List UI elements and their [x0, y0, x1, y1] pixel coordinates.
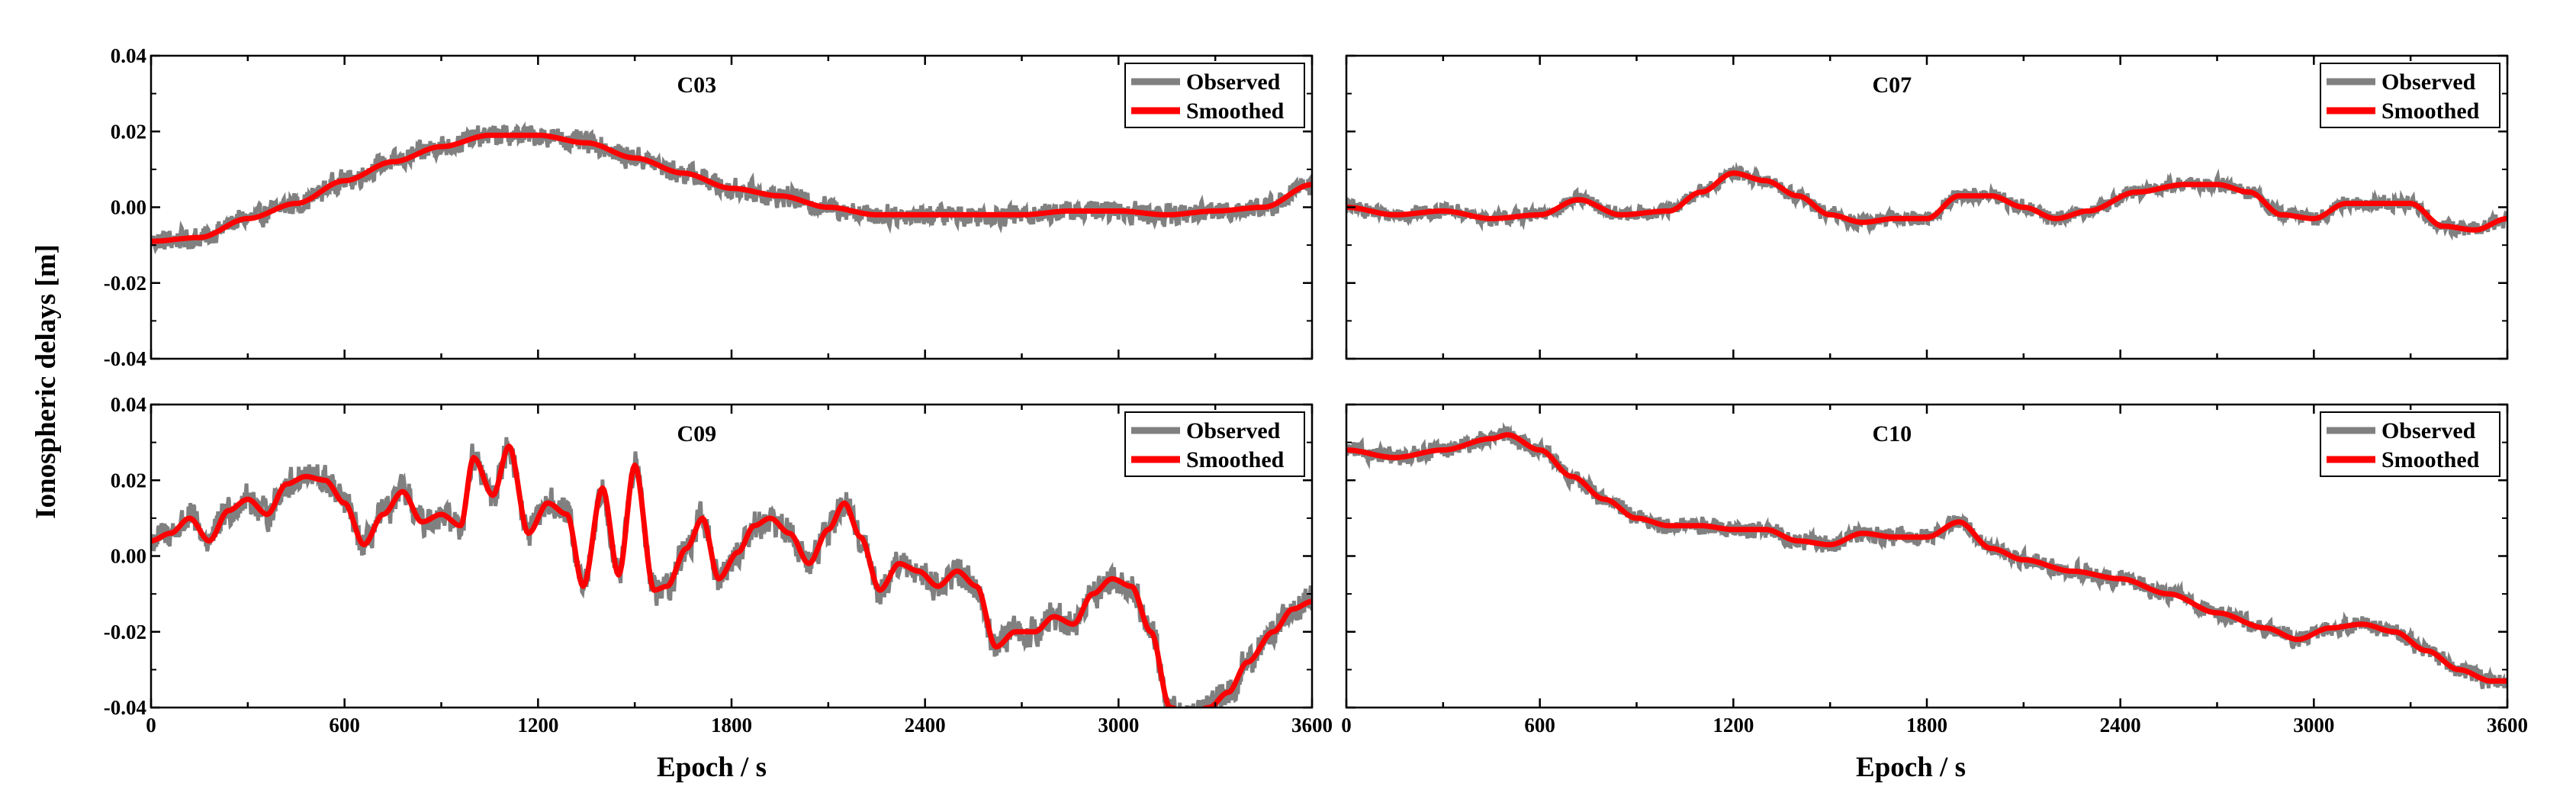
legend-box — [1124, 411, 1305, 477]
y-tick-label: 0.02 — [111, 469, 146, 492]
panel-c03: 0.04 0.02 0.00 -0.02 -0.04 C03 Observed Smoothe… — [104, 44, 1314, 370]
y-tick-label: -0.04 — [104, 347, 146, 370]
y-tick-label: 0.02 — [111, 120, 146, 143]
series-observed-c03 — [151, 121, 1312, 255]
x-tick-label: 0 — [146, 714, 156, 737]
x-tick-label: 3000 — [2293, 714, 2334, 737]
x-tick-label: 1800 — [1906, 714, 1947, 737]
x-axis-title-right: Epoch / s — [1856, 752, 1966, 783]
panel-title: C03 — [677, 73, 717, 98]
legend-box — [1124, 63, 1305, 128]
legend-label-observed: Observed — [1186, 69, 1281, 95]
panel-c10: 0 600 1200 1800 2400 3000 3600 C10 Observed Smoot… — [1341, 403, 2528, 737]
x-tick-label: 3600 — [1291, 714, 1333, 737]
panel-c09: 0.04 0.02 0.00 -0.02 -0.040 600 1200 1800 2400 30… — [104, 393, 1333, 737]
legend-label-observed: Observed — [2381, 69, 2476, 95]
x-axis-title-left: Epoch / s — [657, 752, 767, 783]
series-observed-c07 — [1346, 161, 2507, 241]
x-tick-label: 600 — [1524, 714, 1555, 737]
legend-box — [2320, 63, 2500, 128]
y-tick-label: 0.00 — [111, 545, 146, 568]
legend-label-smoothed: Smoothed — [2381, 98, 2480, 124]
x-tick-label: 600 — [329, 714, 360, 737]
x-tick-label: 1800 — [711, 714, 752, 737]
panel-c07: C07 Observed Smoothed — [1345, 54, 2509, 360]
panel-title: C09 — [677, 421, 717, 447]
series-smoothed-c09 — [151, 443, 1312, 708]
legend-box — [2320, 411, 2500, 477]
y-tick-label: 0.04 — [111, 393, 146, 416]
y-tick-label: -0.02 — [104, 621, 146, 643]
x-tick-label: 1200 — [1713, 714, 1754, 737]
x-tick-label: 2400 — [905, 714, 946, 737]
y-tick-label: -0.02 — [104, 272, 146, 295]
panel-title: C10 — [1873, 421, 1912, 447]
legend-label-smoothed: Smoothed — [1186, 98, 1285, 124]
legend-label-observed: Observed — [1186, 418, 1281, 443]
series-observed-c09 — [151, 437, 1312, 708]
y-tick-label: 0.00 — [111, 196, 146, 219]
x-tick-label: 0 — [1341, 714, 1352, 737]
legend-label-smoothed: Smoothed — [2381, 447, 2480, 472]
panel-title: C07 — [1873, 73, 1912, 98]
legend-label-observed: Observed — [2381, 418, 2476, 443]
legend-label-smoothed: Smoothed — [1186, 447, 1285, 472]
y-tick-label: 0.04 — [111, 44, 146, 67]
series-smoothed-c10 — [1346, 432, 2507, 684]
x-tick-label: 3600 — [2487, 714, 2528, 737]
series-smoothed-c07 — [1346, 170, 2507, 233]
x-tick-label: 3000 — [1098, 714, 1139, 737]
y-axis-title: Ionospheric delays [m] — [31, 244, 62, 519]
x-tick-label: 1200 — [517, 714, 558, 737]
series-smoothed-c03 — [151, 132, 1312, 244]
y-tick-label: -0.04 — [104, 696, 146, 719]
x-tick-label: 2400 — [2100, 714, 2141, 737]
